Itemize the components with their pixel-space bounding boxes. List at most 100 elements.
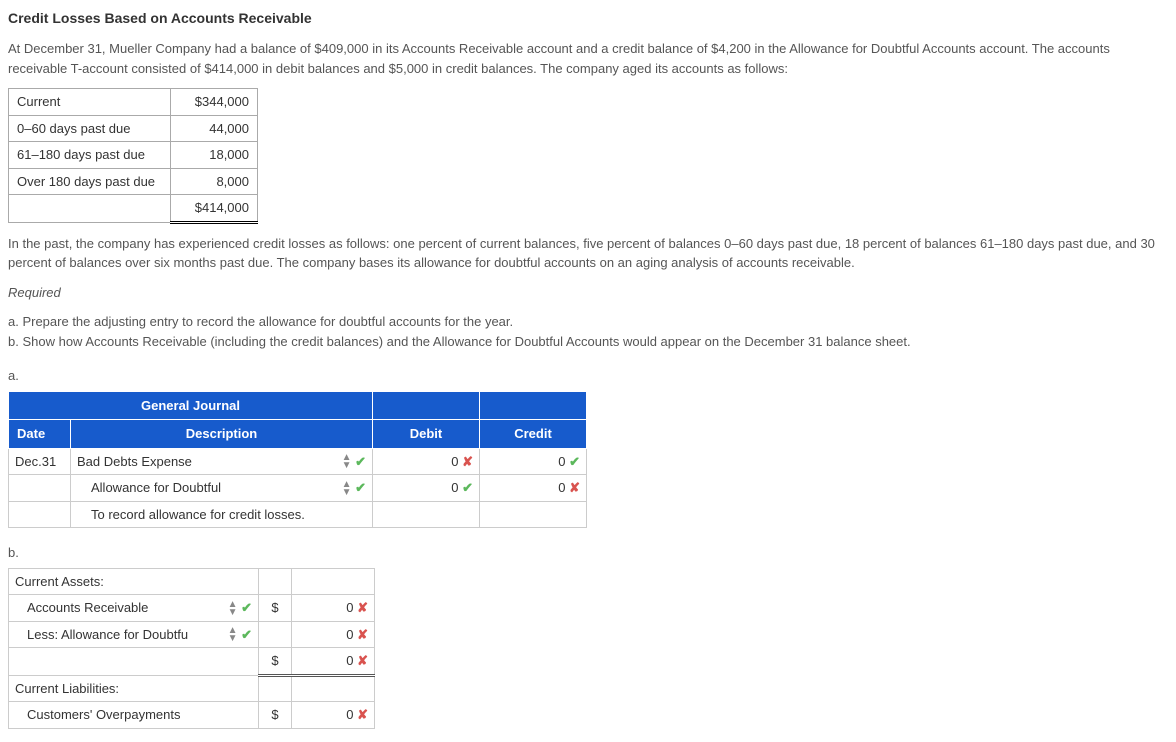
credit-value: 0 bbox=[558, 480, 565, 495]
table-row: $ 0 ✘ bbox=[9, 648, 375, 676]
current-assets-label: Current Assets: bbox=[9, 568, 259, 595]
credit-value: 0 bbox=[558, 454, 565, 469]
aging-label: 61–180 days past due bbox=[9, 142, 171, 169]
cross-icon: ✘ bbox=[357, 707, 368, 722]
cross-icon: ✘ bbox=[357, 627, 368, 642]
ar-value-cell[interactable]: 0 ✘ bbox=[292, 595, 375, 622]
journal-credit-cell[interactable]: 0 ✘ bbox=[480, 475, 587, 502]
aging-total: $414,000 bbox=[171, 195, 258, 223]
sort-icon[interactable]: ▲▼ bbox=[342, 454, 352, 470]
net-ar-value-cell[interactable]: 0 ✘ bbox=[292, 648, 375, 676]
requirement-a: a. Prepare the adjusting entry to record… bbox=[8, 312, 1168, 332]
journal-desc-cell[interactable]: Bad Debts Expense ▲▼ ✔ bbox=[71, 448, 373, 475]
aging-label: 0–60 days past due bbox=[9, 115, 171, 142]
allowance-value-cell[interactable]: 0 ✘ bbox=[292, 621, 375, 648]
paragraph-losses: In the past, the company has experienced… bbox=[8, 234, 1168, 273]
intro-paragraph: At December 31, Mueller Company had a ba… bbox=[8, 39, 1168, 78]
overpayment-value: 0 bbox=[346, 707, 353, 722]
dollar-cell bbox=[259, 621, 292, 648]
journal-debit-cell[interactable]: 0 ✘ bbox=[373, 448, 480, 475]
less-allowance-cell[interactable]: Less: Allowance for Doubtfu ▲▼ ✔ bbox=[9, 621, 259, 648]
journal-date-empty bbox=[9, 501, 71, 528]
journal-credit-empty bbox=[480, 501, 587, 528]
sort-icon[interactable]: ▲▼ bbox=[342, 481, 352, 497]
debit-value: 0 bbox=[451, 480, 458, 495]
dollar-cell bbox=[259, 568, 292, 595]
aging-value: 18,000 bbox=[171, 142, 258, 169]
journal-debit-empty bbox=[373, 501, 480, 528]
cross-icon: ✘ bbox=[462, 454, 473, 469]
aging-value: 44,000 bbox=[171, 115, 258, 142]
table-row: Current Liabilities: bbox=[9, 675, 375, 702]
table-row: Current $344,000 bbox=[9, 89, 258, 116]
journal-title-row: General Journal bbox=[9, 391, 587, 420]
ar-value: 0 bbox=[346, 600, 353, 615]
required-label: Required bbox=[8, 283, 1168, 303]
page-title: Credit Losses Based on Accounts Receivab… bbox=[8, 8, 1168, 29]
sort-icon[interactable]: ▲▼ bbox=[228, 627, 238, 643]
dollar-sign: $ bbox=[259, 648, 292, 676]
check-icon: ✔ bbox=[241, 600, 252, 615]
col-date: Date bbox=[9, 420, 71, 449]
aging-table: Current $344,000 0–60 days past due 44,0… bbox=[8, 88, 258, 224]
journal-row: To record allowance for credit losses. bbox=[9, 501, 587, 528]
current-liabilities-label: Current Liabilities: bbox=[9, 675, 259, 702]
cross-icon: ✘ bbox=[569, 480, 580, 495]
col-description: Description bbox=[71, 420, 373, 449]
table-row: 61–180 days past due 18,000 bbox=[9, 142, 258, 169]
ar-label: Accounts Receivable bbox=[27, 600, 148, 615]
col-debit: Debit bbox=[373, 420, 480, 449]
cross-icon: ✘ bbox=[357, 600, 368, 615]
customers-overpayments-label: Customers' Overpayments bbox=[9, 702, 259, 729]
dollar-sign: $ bbox=[259, 702, 292, 729]
section-a-label: a. bbox=[8, 366, 1168, 386]
balance-sheet-table: Current Assets: Accounts Receivable ▲▼ ✔… bbox=[8, 568, 375, 729]
value-cell bbox=[292, 675, 375, 702]
table-row: Accounts Receivable ▲▼ ✔ $ 0 ✘ bbox=[9, 595, 375, 622]
empty-label bbox=[9, 648, 259, 676]
dollar-sign: $ bbox=[259, 595, 292, 622]
section-b-label: b. bbox=[8, 543, 1168, 563]
sort-icon[interactable]: ▲▼ bbox=[228, 601, 238, 617]
aging-value: $344,000 bbox=[171, 89, 258, 116]
aging-value: 8,000 bbox=[171, 168, 258, 195]
aging-label: Over 180 days past due bbox=[9, 168, 171, 195]
journal-debit-cell[interactable]: 0 ✔ bbox=[373, 475, 480, 502]
overpayment-value-cell[interactable]: 0 ✘ bbox=[292, 702, 375, 729]
journal-desc: Allowance for Doubtful bbox=[91, 480, 221, 495]
general-journal-table: General Journal Date Description Debit C… bbox=[8, 391, 587, 529]
check-icon: ✔ bbox=[241, 627, 252, 642]
journal-desc-cell[interactable]: Allowance for Doubtful ▲▼ ✔ bbox=[71, 475, 373, 502]
table-row: Customers' Overpayments $ 0 ✘ bbox=[9, 702, 375, 729]
journal-desc: Bad Debts Expense bbox=[77, 454, 192, 469]
net-value: 0 bbox=[346, 653, 353, 668]
less-label: Less: Allowance for Doubtfu bbox=[27, 627, 188, 642]
value-cell bbox=[292, 568, 375, 595]
journal-memo: To record allowance for credit losses. bbox=[71, 501, 373, 528]
accounts-receivable-cell[interactable]: Accounts Receivable ▲▼ ✔ bbox=[9, 595, 259, 622]
check-icon: ✔ bbox=[569, 454, 580, 469]
check-icon: ✔ bbox=[355, 454, 366, 469]
check-icon: ✔ bbox=[355, 480, 366, 495]
journal-date: Dec.31 bbox=[9, 448, 71, 475]
table-row: 0–60 days past due 44,000 bbox=[9, 115, 258, 142]
table-row-total: $414,000 bbox=[9, 195, 258, 223]
journal-date-empty bbox=[9, 475, 71, 502]
check-icon: ✔ bbox=[462, 480, 473, 495]
aging-label-empty bbox=[9, 195, 171, 223]
cross-icon: ✘ bbox=[357, 653, 368, 668]
journal-blank bbox=[480, 391, 587, 420]
journal-row: Dec.31 Bad Debts Expense ▲▼ ✔ 0 ✘ 0 ✔ bbox=[9, 448, 587, 475]
journal-credit-cell[interactable]: 0 ✔ bbox=[480, 448, 587, 475]
journal-header-row: Date Description Debit Credit bbox=[9, 420, 587, 449]
table-row: Over 180 days past due 8,000 bbox=[9, 168, 258, 195]
debit-value: 0 bbox=[451, 454, 458, 469]
col-credit: Credit bbox=[480, 420, 587, 449]
journal-blank bbox=[373, 391, 480, 420]
allowance-value: 0 bbox=[346, 627, 353, 642]
journal-row: Allowance for Doubtful ▲▼ ✔ 0 ✔ 0 ✘ bbox=[9, 475, 587, 502]
dollar-cell bbox=[259, 675, 292, 702]
journal-title: General Journal bbox=[9, 391, 373, 420]
requirement-b: b. Show how Accounts Receivable (includi… bbox=[8, 332, 1168, 352]
table-row: Less: Allowance for Doubtfu ▲▼ ✔ 0 ✘ bbox=[9, 621, 375, 648]
